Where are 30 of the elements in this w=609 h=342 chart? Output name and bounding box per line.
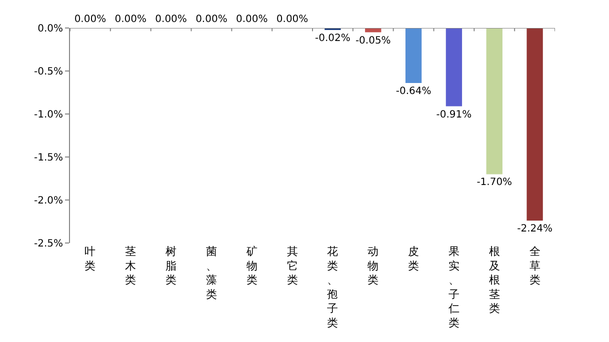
x-tick-label: 皮类 <box>408 245 420 272</box>
data-label: -0.64% <box>396 86 432 98</box>
x-tick-label: 其它类 <box>286 245 298 287</box>
x-tick-label: 花类、孢子类 <box>327 245 338 330</box>
y-tick-label: 0.0% <box>38 24 63 34</box>
y-tick-label: -1.0% <box>34 110 63 120</box>
x-tick-label: 果实、子仁类 <box>448 245 460 330</box>
x-tick-label: 全草类 <box>529 245 540 287</box>
y-tick-label: -1.5% <box>34 152 63 164</box>
data-label: 0.00% <box>196 14 228 25</box>
x-tick-label: 矿物类 <box>245 245 258 287</box>
data-label: -0.05% <box>355 35 391 46</box>
x-tick-label: 动物类 <box>368 245 379 287</box>
data-label: 0.00% <box>276 14 308 25</box>
data-label: 0.00% <box>74 14 106 25</box>
data-label: -0.02% <box>315 33 350 44</box>
x-tick-label: 茎木类 <box>125 245 136 287</box>
x-tick-label: 叶类 <box>84 245 96 272</box>
data-label: 0.00% <box>114 14 147 25</box>
y-tick-label: -2.0% <box>34 196 63 206</box>
data-label: 0.00% <box>236 14 268 25</box>
data-label: -1.70% <box>476 177 512 188</box>
data-label: 0.00% <box>155 14 187 25</box>
x-tick-label: 根及根茎类 <box>488 245 500 316</box>
y-tick-label: -0.5% <box>34 66 63 78</box>
y-tick-label: -2.5% <box>34 238 63 250</box>
x-tick-label: 菌、藻类 <box>206 245 217 301</box>
data-label: -0.91% <box>436 109 472 120</box>
x-tick-label: 树脂类 <box>166 245 177 287</box>
data-label: -2.24% <box>517 224 552 235</box>
